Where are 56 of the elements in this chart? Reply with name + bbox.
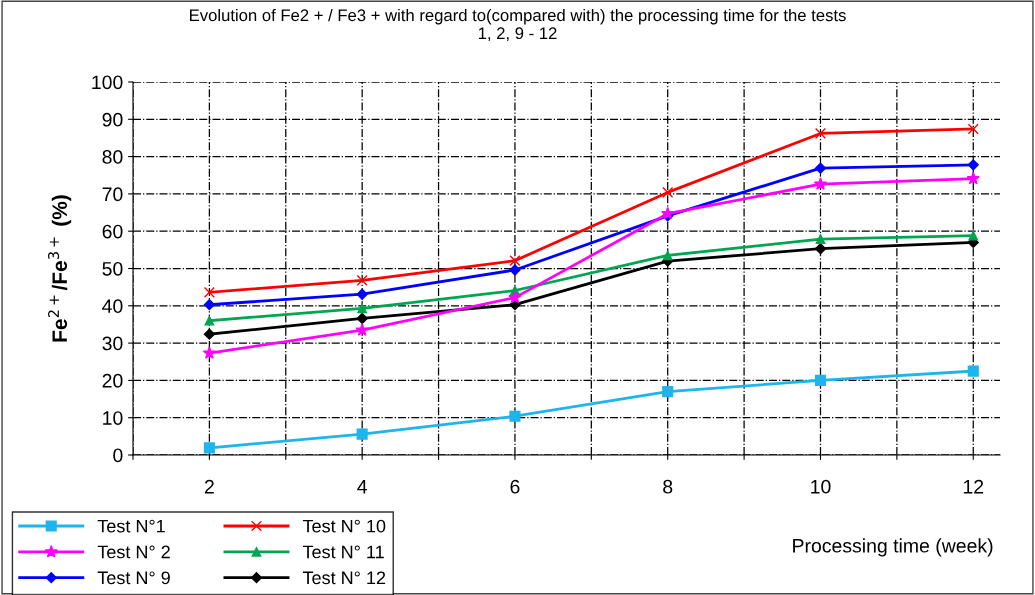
legend-label: Test N° 11 [302,545,384,559]
x-tick-label: 4 [357,480,367,494]
point [814,243,827,255]
point [662,250,673,261]
point [356,312,368,325]
y-tick-label: 100 [92,75,123,90]
point [813,177,828,190]
point [509,410,521,422]
point [662,186,674,198]
y-tick-label: 90 [102,112,123,127]
legend-label: Test N° 10 [302,519,386,533]
point [509,255,521,267]
point [508,290,522,304]
x-tick-label: 12 [963,479,984,494]
point [356,428,368,440]
y-tick-label: 60 [102,224,123,239]
point [815,234,826,244]
legend-label: Test N° 9 [97,571,170,585]
point [661,206,675,220]
point [357,303,368,314]
legend-label: Test N° 2 [97,545,170,559]
point [967,159,979,171]
point [203,328,215,340]
y-axis-title: Fe$^{2+}$/Fe$^{3+}$ (%) [48,195,72,342]
point [814,162,827,174]
y-tick-label: 0 [113,448,123,463]
x-tick-label: 6 [510,479,520,494]
x-tick-label: 2 [204,479,214,494]
y-tick-label: 80 [102,150,123,164]
y-tick-label: 50 [102,261,123,276]
point [356,288,368,300]
point [203,286,215,298]
y-tick-label: 20 [102,373,123,388]
chart-title: Evolution of Fe2 + / Fe3 + with regard to(compared with) the processing time for the tests 1, 2, 9 - 12 [190,8,846,42]
point [662,386,674,398]
point [814,127,827,140]
point [204,315,215,326]
legend-label: Test N°1 [97,519,165,533]
legend-label: Test N° 12 [302,571,386,585]
point [968,230,979,241]
x-tick-label: 10 [811,479,831,494]
x-tick-label: 8 [663,479,673,494]
point [203,299,215,311]
y-tick-label: 70 [102,187,123,202]
point [356,274,368,286]
y-tick-label: 30 [102,336,123,351]
y-tick-label: 10 [103,411,123,425]
point [967,123,979,135]
x-axis-title: Processing time (week) [793,538,993,557]
point [355,323,369,336]
point [203,442,215,454]
point [966,171,980,185]
point [967,365,979,377]
point [814,374,827,386]
y-tick-label: 40 [102,299,123,314]
point [202,346,217,359]
